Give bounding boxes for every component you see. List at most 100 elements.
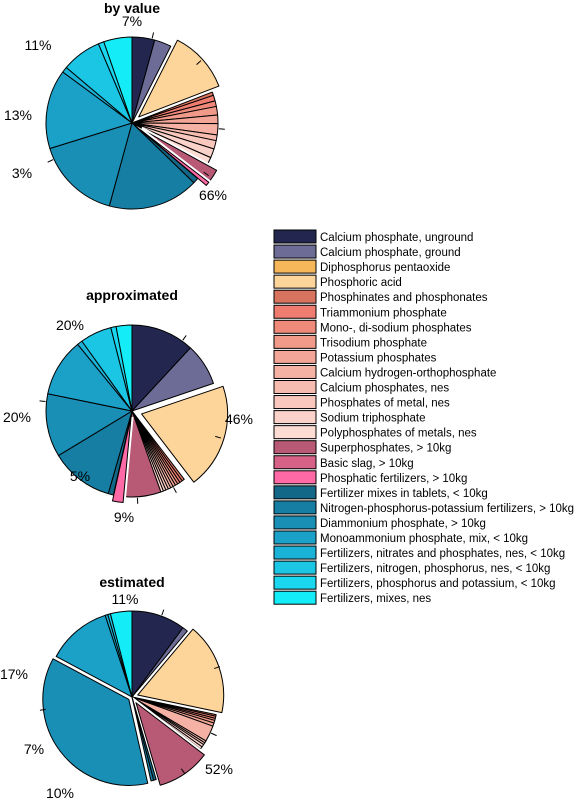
- pie-slice: [49, 122, 133, 207]
- legend-swatch: [273, 395, 317, 410]
- legend-label: Diammonium phosphate, > 10kg: [320, 518, 486, 530]
- pie-slice: [55, 614, 133, 698]
- legend-item: Mono-, di-sodium phosphates: [273, 319, 472, 334]
- pie-percent-label: 46%: [225, 411, 253, 427]
- legend-item: Trisodium phosphate: [273, 334, 427, 349]
- pie-percent-label: 7%: [122, 13, 142, 29]
- legend-swatch: [273, 380, 317, 394]
- pie-group: by value7%11%13%3%66%approximated20%20%5…: [0, 0, 253, 800]
- legend-item: Fertilizers, mixes, nes: [273, 590, 431, 605]
- pie-title: approximated: [86, 287, 178, 303]
- pie-percent-label: 20%: [56, 317, 84, 333]
- legend-swatch: [273, 259, 317, 274]
- pie-title: estimated: [99, 574, 164, 590]
- legend-swatch: [273, 440, 317, 455]
- legend-item: Phosphinates and phosphonates: [273, 289, 488, 304]
- pie-label-tick: [203, 171, 209, 177]
- legend-label: Nitrogen-phosphorus-potassium fertilizer…: [320, 503, 574, 515]
- pie-percent-label: 17%: [0, 666, 28, 682]
- pie-slice: [42, 658, 149, 786]
- legend-item: Fertilizers, nitrates and phosphates, ne…: [273, 545, 565, 560]
- legend-swatch: [273, 289, 317, 304]
- pie-percent-label: 13%: [4, 107, 32, 123]
- pie-slice: [131, 627, 188, 698]
- chart-legend: Calcium phosphate, unground Calcium phosp…: [273, 229, 574, 605]
- legend-item: Calcium hydrogen-orthophosphate: [273, 364, 496, 379]
- pie-percent-label: 11%: [25, 37, 52, 53]
- pie-label-tick: [215, 435, 222, 439]
- legend-label: Diphosphorus pentaoxide: [320, 262, 450, 274]
- legend-label: Superphosphates, > 10kg: [320, 443, 451, 455]
- pie-slice: [131, 696, 155, 782]
- legend-label: Calcium phosphates, nes: [320, 383, 449, 395]
- legend-label: Calcium hydrogen-orthophosphate: [320, 367, 496, 379]
- legend-item: Fertilizer mixes in tablets, < 10kg: [273, 485, 488, 500]
- pie-percent-label: 3%: [12, 165, 32, 181]
- legend-swatch: [273, 425, 317, 440]
- pie-slice: [115, 324, 133, 412]
- pie-label-tick: [173, 487, 177, 493]
- legend-label: Fertilizers, mixes, nes: [320, 593, 431, 605]
- legend-label: Polyphosphates of metals, nes: [320, 428, 477, 440]
- legend-label: Calcium phosphate, ground: [320, 247, 461, 259]
- legend-label: Phosphoric acid: [320, 277, 402, 289]
- legend-swatch: [273, 545, 317, 560]
- legend-swatch: [273, 455, 317, 470]
- pie-label-tick: [214, 666, 221, 670]
- legend-item: Phosphatic fertilizers, > 10kg: [273, 470, 467, 485]
- legend-item: Calcium phosphates, nes: [273, 380, 449, 395]
- legend-item: Phosphoric acid: [273, 274, 402, 289]
- legend-label: Fertilizers, nitrogen, phosphorus, nes, …: [320, 563, 550, 575]
- legend-item: Phosphates of metal, nes: [273, 395, 450, 410]
- legend-item: Polyphosphates of metals, nes: [273, 425, 477, 440]
- pie-label-tick: [151, 32, 155, 39]
- legend-label: Fertilizers, phosphorus and potassium, <…: [320, 578, 556, 590]
- pie-slice: [109, 610, 133, 698]
- pie-slice: [131, 347, 214, 412]
- pie-title: by value: [104, 0, 160, 16]
- pie-percent-label: 52%: [205, 761, 233, 777]
- legend-item: Potassium phosphates: [273, 349, 437, 364]
- legend-label: Calcium phosphate, unground: [320, 232, 473, 244]
- legend-item: Calcium phosphate, unground: [273, 229, 473, 244]
- pie-label-tick: [47, 159, 54, 163]
- legend-swatch: [273, 485, 317, 500]
- legend-label: Fertilizer mixes in tablets, < 10kg: [320, 488, 488, 500]
- pie-slice: [140, 129, 210, 186]
- legend-item: Basic slag, > 10kg: [273, 455, 414, 470]
- legend-item: Triammonium phosphate: [273, 304, 447, 319]
- legend-swatch: [273, 560, 317, 575]
- pie-label-tick: [180, 768, 186, 774]
- legend-label: Mono-, di-sodium phosphates: [320, 322, 472, 334]
- pie-label-tick: [39, 400, 46, 403]
- pie-label-tick: [161, 609, 165, 616]
- pie-percent-label: 66%: [199, 187, 227, 203]
- pie-slice: [131, 39, 172, 124]
- pie-percent-label: 7%: [24, 741, 44, 757]
- legend-swatch: [273, 334, 317, 349]
- legend-label: Triammonium phosphate: [320, 307, 447, 319]
- legend-item: Nitrogen-phosphorus-potassium fertilizer…: [273, 500, 574, 515]
- legend-swatch: [273, 590, 317, 605]
- legend-label: Fertilizers, nitrates and phosphates, ne…: [320, 548, 565, 560]
- legend-label: Trisodium phosphate: [320, 337, 427, 349]
- legend-swatch: [273, 530, 317, 545]
- legend-swatch: [273, 575, 317, 590]
- legend-swatch: [273, 515, 317, 530]
- legend-label: Potassium phosphates: [320, 352, 437, 364]
- pie-slice: [131, 324, 191, 412]
- pie-slice: [45, 393, 133, 457]
- legend-swatch: [273, 410, 317, 425]
- legend-label: Phosphatic fertilizers, > 10kg: [320, 473, 467, 485]
- legend-item: Fertilizers, phosphorus and potassium, <…: [273, 575, 556, 590]
- pie-slice: [108, 122, 195, 210]
- pie-slice: [45, 71, 133, 149]
- pie-slice: [57, 410, 133, 495]
- pie-label-tick: [210, 732, 217, 737]
- legend-item: Diphosphorus pentaoxide: [273, 259, 450, 274]
- pie-slice: [103, 36, 133, 124]
